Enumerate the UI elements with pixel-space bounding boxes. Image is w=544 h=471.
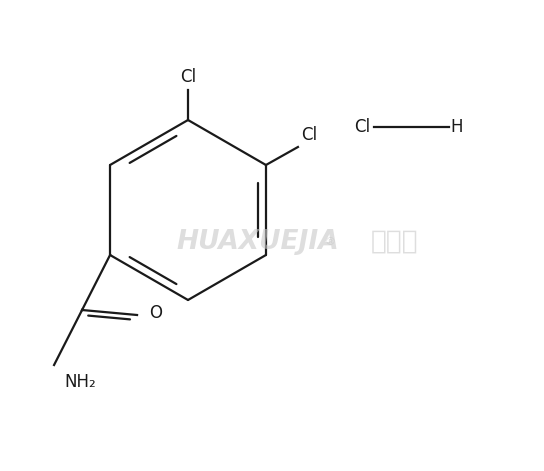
Text: 化学加: 化学加	[371, 229, 419, 255]
Text: H: H	[451, 118, 463, 136]
Text: NH₂: NH₂	[64, 373, 96, 391]
Text: HUAXUEJIA: HUAXUEJIA	[177, 229, 339, 255]
Text: ®: ®	[325, 237, 336, 247]
Text: Cl: Cl	[301, 126, 317, 144]
Text: Cl: Cl	[354, 118, 370, 136]
Text: O: O	[149, 304, 162, 322]
Text: Cl: Cl	[180, 68, 196, 86]
